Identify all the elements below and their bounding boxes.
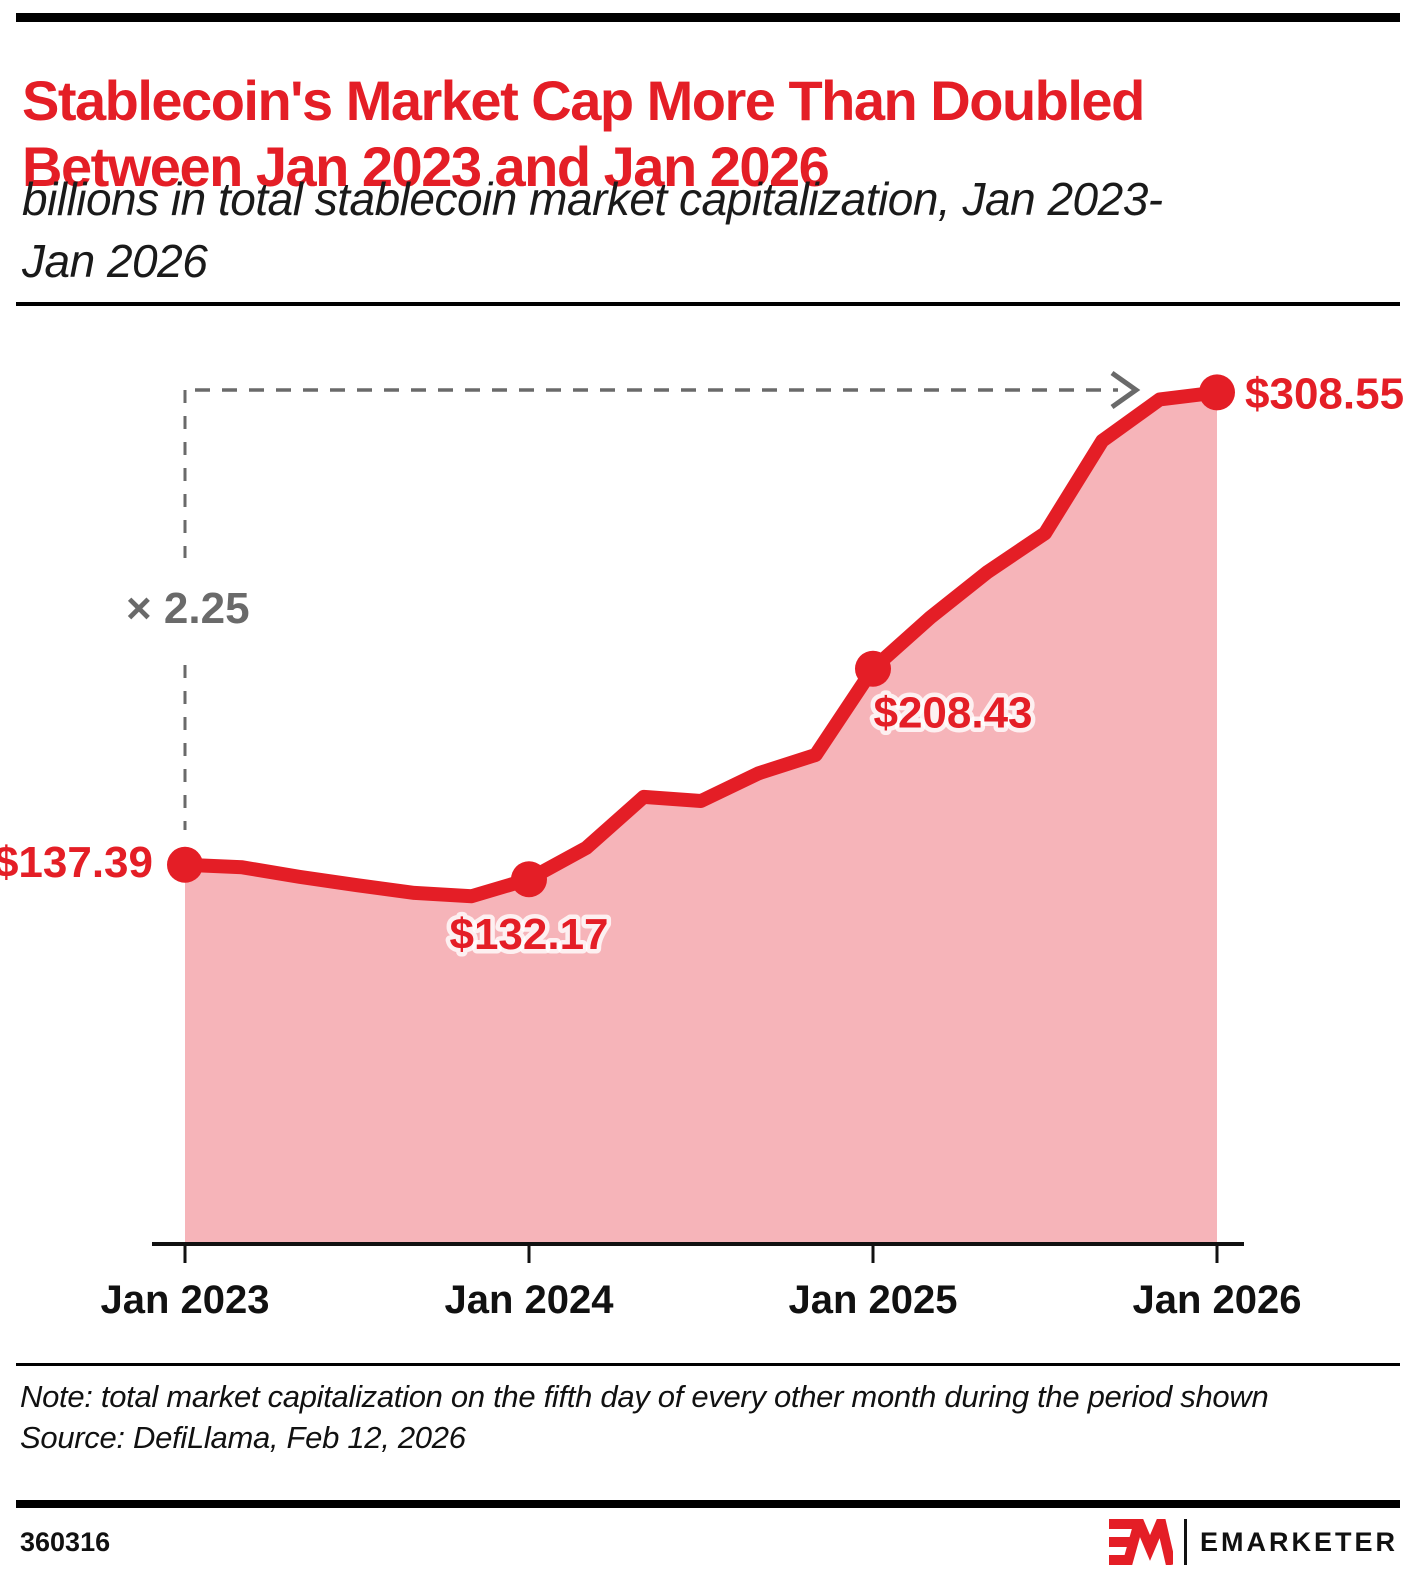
data-point-dot bbox=[1199, 374, 1235, 411]
chart-subtitle: billions in total stablecoin market capi… bbox=[22, 173, 1163, 287]
chart-id: 360316 bbox=[20, 1527, 111, 1557]
x-axis-tick-label: Jan 2023 bbox=[100, 1278, 269, 1322]
data-point-label: $208.43 bbox=[873, 689, 1032, 738]
source-text: Source: DefiLlama, Feb 12, 2026 bbox=[20, 1420, 466, 1455]
brand-divider bbox=[1183, 1519, 1187, 1565]
note-text: Note: total market capitalization on the… bbox=[20, 1379, 1269, 1414]
header-divider bbox=[16, 302, 1400, 306]
emarketer-logo-icon bbox=[1108, 1519, 1173, 1565]
data-point-label: $132.17 bbox=[449, 910, 608, 959]
multiplier-label: × 2.25 bbox=[126, 584, 250, 633]
x-axis-tick-label: Jan 2025 bbox=[788, 1278, 957, 1322]
trend-line bbox=[178, 385, 1224, 904]
data-point-dot bbox=[511, 861, 547, 898]
brand-lockup: EMARKETER bbox=[1108, 1518, 1398, 1566]
footnote-block: Note: total market capitalization on the… bbox=[20, 1376, 1350, 1458]
stablecoin-market-cap-area-chart: × 2.25 Jan 2023 Jan 2024 Jan 2025 Jan 2026 $1… bbox=[0, 365, 1409, 1322]
data-point-dot bbox=[167, 846, 203, 883]
data-point-label: $137.39 bbox=[0, 838, 153, 887]
x-axis-tick-label: Jan 2024 bbox=[444, 1278, 614, 1322]
top-accent-bar bbox=[16, 13, 1400, 22]
brand-name: EMARKETER bbox=[1199, 1526, 1398, 1557]
footnote-divider bbox=[16, 1363, 1400, 1366]
growth-arrow-head bbox=[1110, 370, 1141, 410]
chart-title: Stablecoin's Market Cap More Than Double… bbox=[22, 68, 1145, 198]
area-fill bbox=[185, 392, 1217, 1244]
data-point-label: $308.55 bbox=[1245, 369, 1404, 418]
data-point-dot bbox=[855, 650, 891, 687]
footer-bar bbox=[16, 1500, 1400, 1508]
x-axis-tick-label: Jan 2026 bbox=[1132, 1278, 1301, 1322]
